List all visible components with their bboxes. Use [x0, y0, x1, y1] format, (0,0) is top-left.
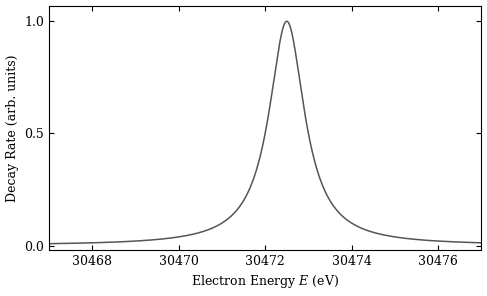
X-axis label: Electron Energy $E$ (eV): Electron Energy $E$ (eV) — [191, 274, 339, 290]
Y-axis label: Decay Rate (arb. units): Decay Rate (arb. units) — [5, 54, 19, 202]
